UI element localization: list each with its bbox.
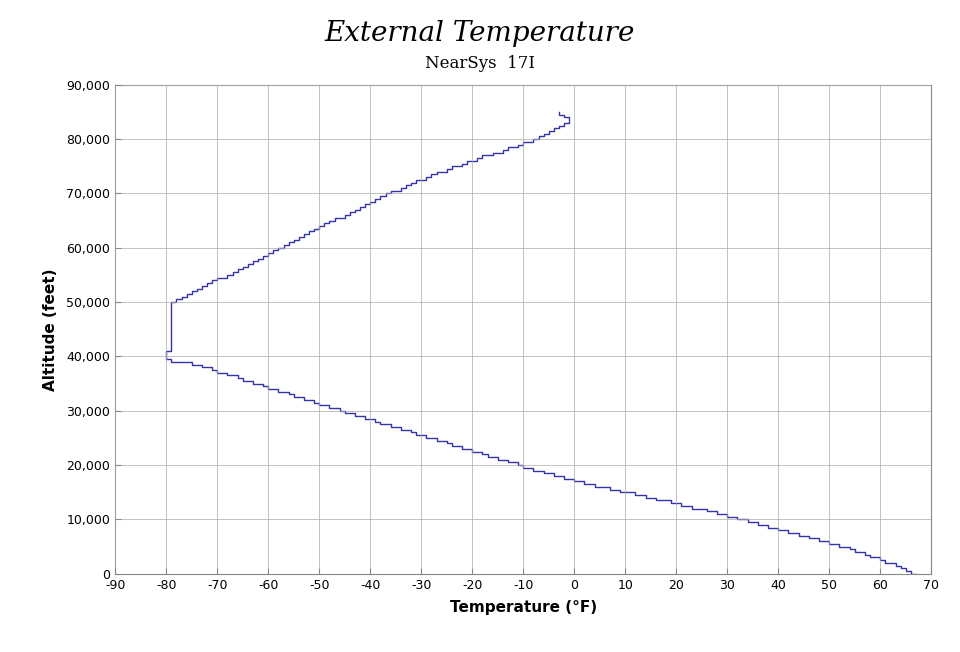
Y-axis label: Altitude (feet): Altitude (feet): [43, 268, 58, 391]
Text: External Temperature: External Temperature: [324, 20, 636, 46]
X-axis label: Temperature (°F): Temperature (°F): [449, 600, 597, 615]
Text: NearSys  17I: NearSys 17I: [425, 55, 535, 72]
